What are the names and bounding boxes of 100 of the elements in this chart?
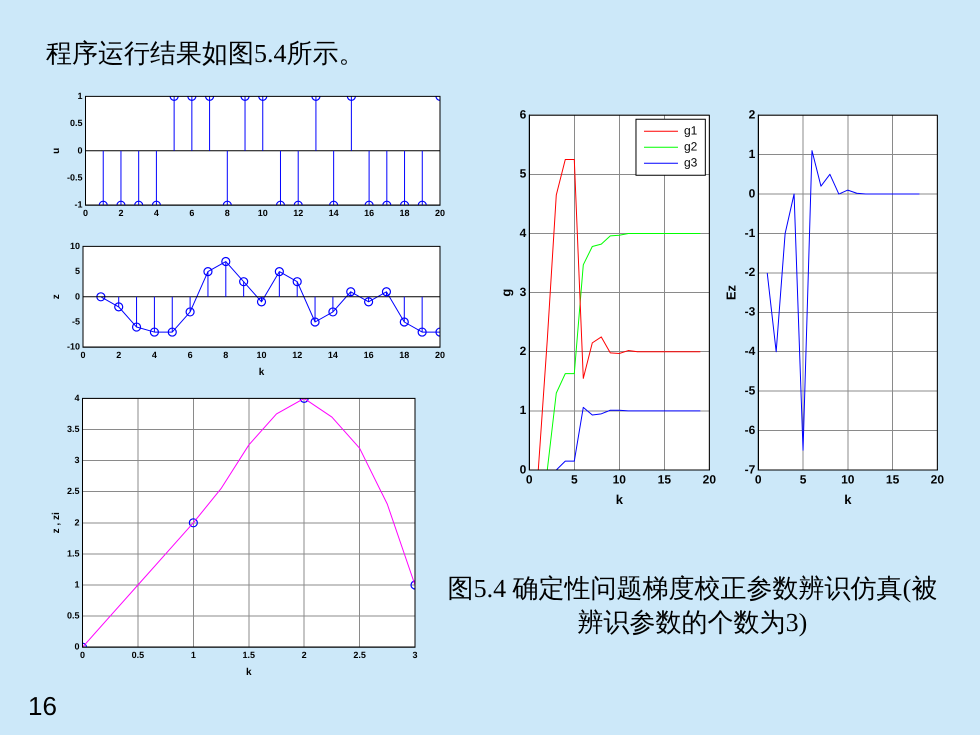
y-tick-label: 3 <box>74 455 80 466</box>
point <box>400 317 409 327</box>
x-tick-label: 2 <box>302 650 307 660</box>
x-tick-label: 4 <box>152 350 157 360</box>
point <box>150 327 160 337</box>
x-tick-label: 10 <box>612 472 626 487</box>
y-tick-label: 1 <box>74 579 80 590</box>
y-tick-label: 2 <box>748 108 756 122</box>
x-tick-label: 8 <box>223 350 228 360</box>
point <box>132 322 142 332</box>
point <box>328 307 338 317</box>
y-tick-label: 2.5 <box>66 486 80 496</box>
x-tick-label: 4 <box>154 208 159 218</box>
legend-label: g2 <box>684 140 698 154</box>
x-tick-label: 6 <box>188 350 193 360</box>
x-tick-label: 14 <box>328 208 339 218</box>
x-tick-label: 12 <box>292 350 302 360</box>
point <box>186 307 195 317</box>
x-tick-label: 18 <box>399 350 410 360</box>
x-tick-label: 15 <box>886 472 900 487</box>
point <box>221 256 230 266</box>
y-tick-label: -1 <box>744 226 756 240</box>
y-axis-title: Ez <box>723 284 738 300</box>
x-axis-title: k <box>844 492 852 507</box>
y-tick-label: 1 <box>748 146 756 161</box>
y-tick-label: -5 <box>72 316 80 326</box>
point <box>96 292 106 302</box>
point <box>292 277 302 286</box>
legend-label: g3 <box>684 156 698 170</box>
x-tick-label: 10 <box>256 350 267 360</box>
text: 16 <box>28 690 58 723</box>
x-tick-label: 20 <box>930 472 944 487</box>
x-axis-title: k <box>258 366 265 378</box>
point <box>274 267 284 276</box>
point <box>114 302 124 312</box>
x-tick-label: 14 <box>328 350 338 360</box>
y-tick-label: 1 <box>77 90 83 101</box>
x-axis-title: k <box>246 666 252 678</box>
point <box>364 297 374 306</box>
y-tick-label: 10 <box>70 240 80 251</box>
x-tick-label: 2.5 <box>353 650 366 660</box>
point <box>382 287 392 296</box>
y-tick-label: 4 <box>520 226 527 240</box>
x-tick-label: 15 <box>658 472 672 487</box>
chart-title: 程序运行结果如图5.4所示。 <box>46 38 364 70</box>
y-tick-label: 4 <box>74 392 80 403</box>
y-tick-label: 3.5 <box>66 424 80 434</box>
x-tick-label: 20 <box>434 350 445 360</box>
y-tick-label: 0 <box>77 145 83 156</box>
caption: 图5.4 确定性问题梯度校正参数辨识仿真(被辨识参数的个数为3) <box>446 573 938 639</box>
x-tick-label: 12 <box>293 208 304 218</box>
y-tick-label: 0.5 <box>66 610 80 621</box>
x-tick-label: 10 <box>841 472 855 487</box>
y-tick-label: 6 <box>520 108 527 122</box>
y-tick-label: 5 <box>520 166 527 181</box>
x-tick-label: 16 <box>364 350 374 360</box>
y-axis-title: u <box>50 148 62 154</box>
y-tick-label: 0 <box>74 642 80 652</box>
x-tick-label: 8 <box>224 208 230 218</box>
y-tick-label: -10 <box>66 342 80 352</box>
y-tick-label: -1 <box>74 200 83 210</box>
x-tick-label: 0.5 <box>132 650 144 660</box>
x-tick-label: 3 <box>412 650 418 660</box>
x-tick-label: 5 <box>570 472 578 487</box>
y-tick-label: 3 <box>520 284 527 299</box>
point <box>239 277 248 286</box>
y-axis-title: g <box>498 288 514 297</box>
legend-label: g1 <box>684 124 698 138</box>
y-axis-title: z , zi <box>50 512 62 534</box>
x-tick-label: 1.5 <box>242 650 256 660</box>
y-axis-title: z <box>50 294 62 300</box>
y-tick-label: -0.5 <box>66 172 83 182</box>
y-tick-label: 0 <box>748 186 756 200</box>
y-tick-label: -3 <box>744 304 756 319</box>
y-tick-label: 0 <box>520 462 527 476</box>
x-tick-label: 1 <box>190 650 196 660</box>
point <box>418 327 427 337</box>
x-tick-label: 2 <box>118 208 124 218</box>
y-tick-label: 5 <box>74 266 80 276</box>
point <box>168 327 177 337</box>
x-tick-label: 6 <box>189 208 194 218</box>
point <box>203 267 213 276</box>
x-tick-label: 20 <box>702 472 716 487</box>
x-tick-label: 5 <box>800 472 807 487</box>
x-axis-title: k <box>616 492 624 507</box>
y-tick-label: -4 <box>744 344 756 358</box>
x-tick-label: 10 <box>258 208 268 218</box>
y-tick-label: -2 <box>744 265 756 280</box>
y-tick-label: 2 <box>74 517 80 528</box>
y-tick-label: -6 <box>744 422 756 437</box>
x-tick-label: 2 <box>116 350 122 360</box>
y-tick-label: -7 <box>744 462 756 476</box>
y-tick-label: 1.5 <box>66 548 80 558</box>
y-tick-label: 0 <box>74 291 80 302</box>
point <box>256 297 266 306</box>
x-tick-label: 18 <box>400 208 410 218</box>
y-tick-label: 1 <box>520 403 527 418</box>
point <box>346 287 356 296</box>
y-tick-label: -5 <box>744 383 756 398</box>
x-tick-label: 16 <box>364 208 374 218</box>
